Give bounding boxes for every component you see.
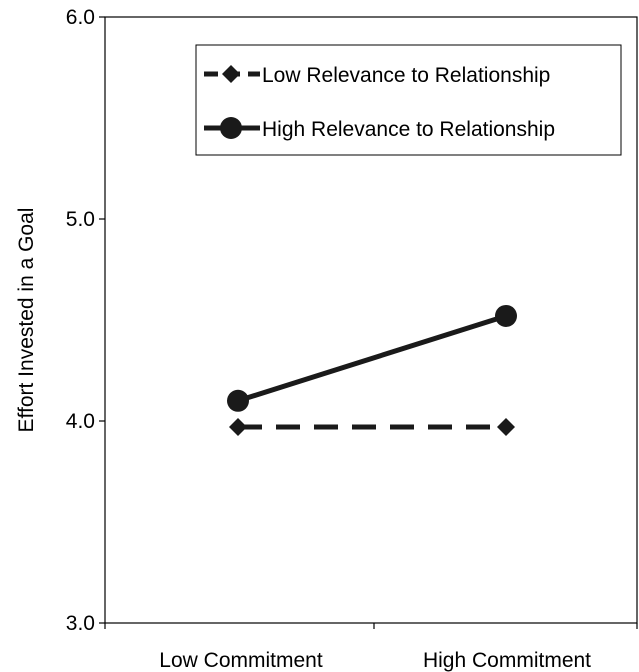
x-tick-label: High Commitment [423,649,591,672]
data-point-marker [227,389,249,412]
y-tick-label: 5.0 [66,208,95,231]
legend-label-high-relevance: High Relevance to Relationship [262,118,555,141]
y-tick-label: 6.0 [66,6,95,29]
legend-sample-high-relevance [204,117,260,139]
series-high-relevance [227,304,517,412]
series-low-relevance [229,418,515,437]
data-point-marker [497,418,515,437]
data-point-marker [229,418,247,437]
y-tick-label: 3.0 [66,612,95,635]
plot-area [104,16,638,624]
legend-marker [222,65,240,83]
legend-box [195,44,622,156]
data-point-marker [495,304,517,327]
legend-marker [220,117,242,139]
series-line [237,313,507,404]
x-tick-label: Low Commitment [159,649,323,672]
legend-sample-low-relevance [204,65,260,83]
y-tick-label: 4.0 [66,410,95,433]
legend: Low Relevance to Relationship High Relev… [195,44,622,156]
y-axis-title: Effort Invested in a Goal [15,208,38,433]
series-layer [227,304,517,437]
legend-label-low-relevance: Low Relevance to Relationship [262,64,550,87]
